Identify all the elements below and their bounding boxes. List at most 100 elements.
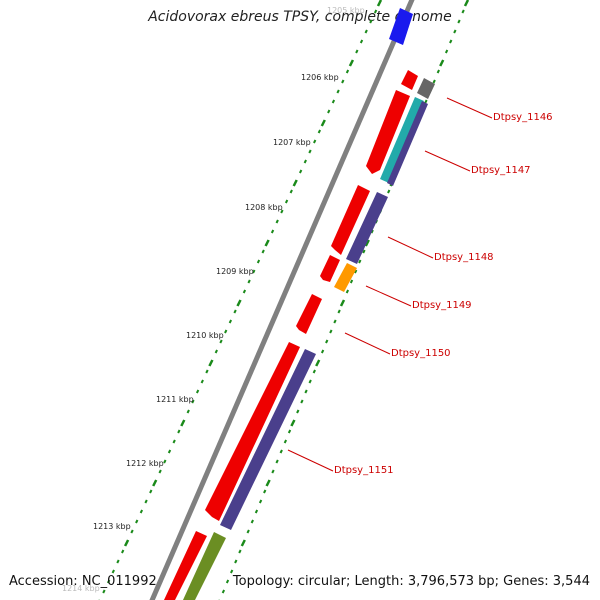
coordinate-tick-label: 1213 kbp: [93, 522, 131, 531]
gene-feature-blue[interactable]: [389, 8, 413, 45]
gc-dot: [283, 439, 288, 444]
gc-dot: [320, 119, 326, 127]
gc-dot: [300, 399, 304, 404]
gene-label-leader: [287, 449, 334, 472]
gene-label-leader: [387, 236, 434, 259]
gc-dot: [336, 89, 340, 94]
gc-dot: [247, 279, 251, 284]
gc-dot: [252, 269, 256, 274]
gc-dot: [296, 409, 300, 414]
gene-feature-red-bottom[interactable]: [164, 531, 207, 600]
gc-dot: [432, 79, 436, 84]
gc-dot: [205, 369, 209, 374]
gc-dot: [242, 289, 247, 294]
coordinate-tick-label: 1209 kbp: [216, 267, 254, 276]
coordinate-tick-label: 1205 kbp: [327, 6, 365, 15]
gc-dot: [111, 569, 115, 574]
gc-dot: [345, 69, 350, 74]
gc-dot: [376, 0, 383, 7]
gc-dot: [275, 459, 279, 464]
gc-dot: [287, 429, 292, 434]
gene-label[interactable]: Dtpsy_1150: [391, 348, 451, 359]
gc-dot: [436, 69, 440, 74]
gc-dot: [284, 199, 289, 204]
gc-dot: [313, 139, 317, 144]
gene-feature-red-1147[interactable]: [366, 90, 410, 174]
gene-label-leader: [424, 150, 471, 172]
gc-dot: [144, 499, 148, 504]
gc-dot: [102, 589, 106, 594]
gc-dot: [373, 9, 378, 14]
gene-feature-cyan-1147[interactable]: [380, 97, 424, 183]
gc-dot: [362, 249, 366, 254]
gc-dot: [158, 469, 162, 474]
gene-label[interactable]: Dtpsy_1147: [471, 165, 531, 176]
gc-dot: [331, 99, 336, 104]
gc-dot: [254, 509, 259, 514]
gene-feature-red-1148[interactable]: [331, 185, 370, 255]
gc-dot: [280, 209, 284, 214]
gc-dot: [214, 349, 218, 354]
gc-dot: [230, 569, 234, 574]
gc-dot: [457, 19, 461, 24]
gc-dot: [317, 129, 322, 134]
gc-dot: [359, 39, 364, 44]
gene-feature-purple-1151[interactable]: [220, 349, 316, 530]
gc-dot: [364, 239, 370, 247]
gc-dot: [329, 329, 333, 334]
gc-dot: [349, 279, 354, 284]
gene-feature-purple-1147[interactable]: [387, 101, 428, 186]
gc-dot: [355, 49, 359, 54]
feature-tracks: [164, 8, 435, 600]
gc-dot: [163, 459, 167, 464]
gc-dot: [228, 319, 233, 324]
gene-feature-red-1150[interactable]: [296, 294, 322, 334]
gene-feature-olive-bottom[interactable]: [183, 532, 226, 600]
gene-feature-purple-1148[interactable]: [346, 192, 388, 264]
gc-dot: [219, 339, 223, 344]
gene-feature-red-1149[interactable]: [320, 255, 340, 282]
gene-label[interactable]: Dtpsy_1148: [434, 252, 494, 263]
gc-dot: [275, 219, 279, 224]
gc-dot: [312, 369, 316, 374]
coordinate-tick-label: 1211 kbp: [156, 395, 194, 404]
genome-backbone: [149, 0, 415, 600]
coordinate-ruler: 1205 kbp 1206 kbp 1207 kbp 1208 kbp 1209 kbp…: [62, 6, 365, 593]
gc-dot: [308, 379, 312, 384]
gene-feature-red-1151[interactable]: [205, 342, 300, 521]
gc-dot: [167, 449, 172, 454]
gc-dot: [298, 169, 303, 174]
gc-dot: [370, 229, 374, 234]
gene-feature-gray-1146[interactable]: [417, 78, 435, 99]
gene-label[interactable]: Dtpsy_1146: [493, 112, 553, 123]
gc-dot: [258, 499, 263, 504]
coordinate-tick-label: 1210 kbp: [186, 331, 224, 340]
gc-dot: [271, 469, 275, 474]
genome-summary-text: Topology: circular; Length: 3,796,573 bp…: [232, 574, 590, 589]
gc-dot: [130, 529, 134, 534]
gc-dot: [358, 259, 362, 264]
gene-label[interactable]: Dtpsy_1149: [412, 300, 472, 311]
gc-dot: [116, 559, 120, 564]
gene-feature-orange-1149[interactable]: [334, 263, 357, 292]
gc-dot: [364, 29, 368, 34]
gc-dot: [453, 29, 457, 34]
gc-dot: [224, 329, 228, 334]
gc-dot: [387, 189, 391, 194]
gc-dot: [238, 549, 242, 554]
gc-dot: [256, 259, 261, 264]
gc-dot: [240, 539, 246, 547]
gc-dot: [139, 509, 144, 514]
gene-feature-red-1146[interactable]: [401, 70, 418, 90]
coordinate-tick-label: 1214 kbp: [62, 584, 100, 593]
gene-label[interactable]: Dtpsy_1151: [334, 465, 394, 476]
gc-dot: [149, 489, 153, 494]
gc-dot: [261, 249, 265, 254]
coordinate-tick-label: 1207 kbp: [273, 138, 311, 147]
gc-dot: [303, 159, 307, 164]
accession-text: Accession: NC_011992: [9, 574, 157, 589]
gc-dot: [106, 579, 111, 584]
gc-dot: [246, 529, 250, 534]
gc-dot: [225, 579, 230, 584]
